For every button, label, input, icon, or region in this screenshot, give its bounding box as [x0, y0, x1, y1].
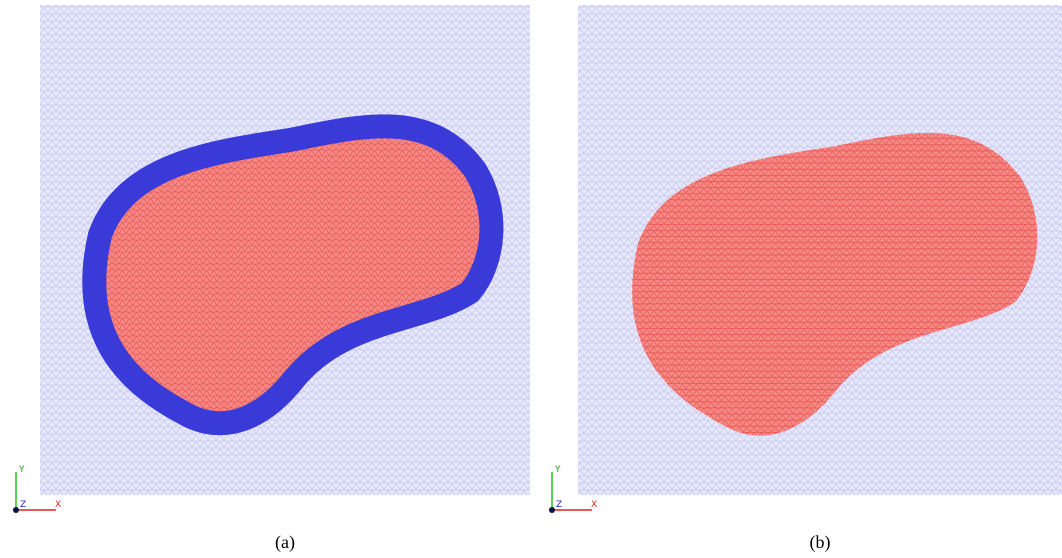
- panel-a: Y Z X (a): [13, 5, 530, 553]
- panel-caption: (a): [275, 532, 295, 553]
- axis-label-y: Y: [554, 465, 561, 475]
- axis-triad: Y Z X: [549, 465, 597, 513]
- panel-b: Y Z X (b): [549, 5, 1062, 553]
- axis-label-z: Z: [556, 500, 562, 510]
- panel-caption: (b): [810, 532, 831, 553]
- axis-triad: Y Z X: [13, 465, 61, 513]
- axis-label-x: X: [591, 500, 597, 510]
- axis-label-y: Y: [18, 465, 25, 475]
- axis-label-x: X: [55, 500, 61, 510]
- axis-label-z: Z: [20, 500, 26, 510]
